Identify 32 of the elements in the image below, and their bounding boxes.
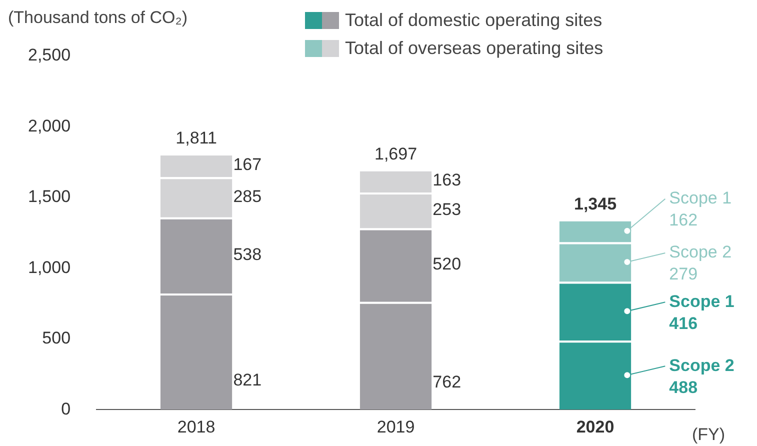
y-tick-label: 1,000 bbox=[28, 258, 71, 277]
y-tick-label: 2,000 bbox=[28, 116, 71, 136]
x-tick-label: 2018 bbox=[177, 417, 216, 436]
legend-label: Scope 2 bbox=[669, 242, 732, 262]
data-label: 167 bbox=[233, 154, 262, 174]
text: Total of domestic operating sites bbox=[345, 10, 602, 31]
y-tick-label: 2,500 bbox=[28, 46, 71, 65]
data-label: 488 bbox=[669, 378, 698, 397]
legend-label: Scope 1 bbox=[669, 292, 734, 311]
data-label: 821 bbox=[233, 370, 262, 390]
x-tick-label: 2020 bbox=[576, 417, 614, 436]
text: Scope 1 bbox=[669, 188, 732, 208]
y-tick-label: 0 bbox=[61, 399, 71, 418]
annotation: Total of overseas operating sites bbox=[345, 38, 604, 59]
y-tick-label: 1,500 bbox=[28, 187, 71, 206]
total-label: 1,697 bbox=[374, 144, 418, 164]
data-label: 279 bbox=[669, 264, 698, 284]
total-label: 1,811 bbox=[176, 128, 217, 148]
data-label: 253 bbox=[432, 200, 462, 220]
data-label: 520 bbox=[432, 254, 462, 274]
y-tick-label: 500 bbox=[42, 328, 71, 348]
x-tick-label: 2019 bbox=[376, 417, 415, 436]
data-label: 416 bbox=[669, 314, 698, 333]
legend-label: Scope 2 bbox=[669, 356, 734, 375]
data-label: 538 bbox=[233, 245, 262, 264]
y-axis-title: (Thousand tons of CO₂) bbox=[8, 8, 188, 28]
total-label: 1,345 bbox=[574, 194, 617, 214]
data-label: 285 bbox=[233, 186, 262, 206]
data-label: 762 bbox=[432, 372, 462, 392]
x-axis-title: (FY) bbox=[692, 425, 726, 445]
data-label: 162 bbox=[669, 210, 698, 230]
data-label: 163 bbox=[432, 170, 462, 190]
